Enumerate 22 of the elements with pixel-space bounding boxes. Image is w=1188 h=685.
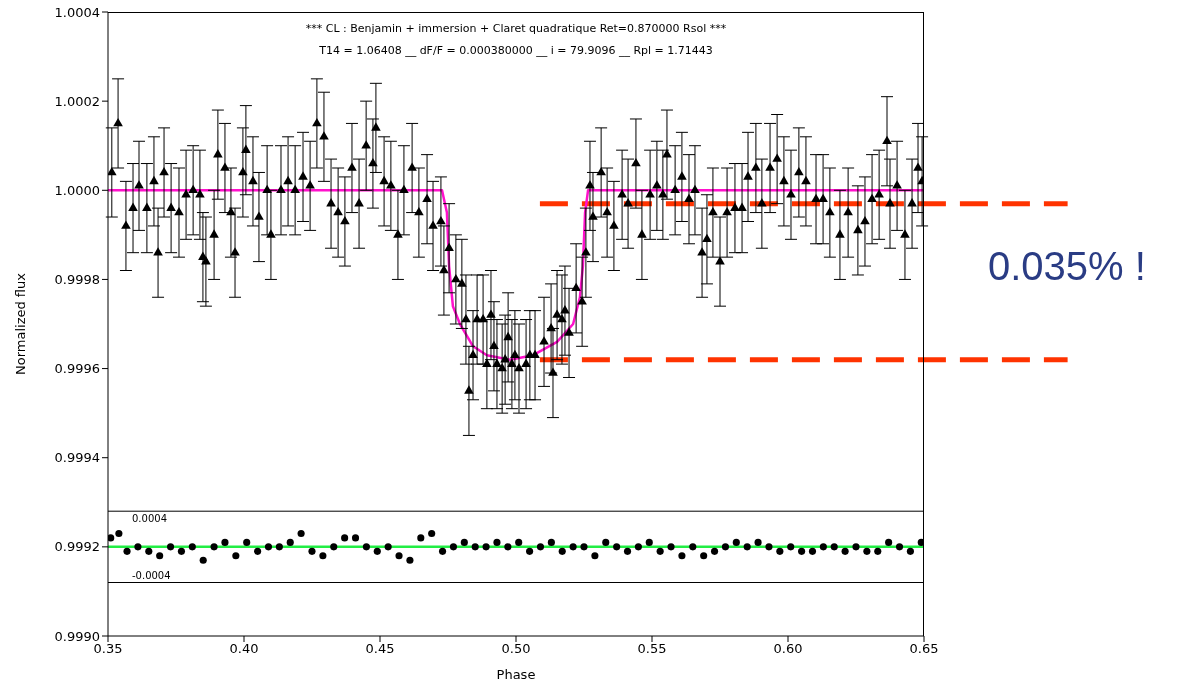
y-tick-label: 0.9992	[54, 539, 100, 555]
y-tick-label: 1.0004	[54, 4, 100, 20]
text: T14 = 1.06408 __ dF/F = 0.000380000 __ i = 79.9096 __ Rpl = 1.71443	[318, 44, 714, 57]
x-tick-label: 0.35	[93, 641, 123, 657]
y-tick-label: 0.9994	[54, 450, 100, 466]
x-tick-label: 0.50	[501, 641, 531, 657]
text: 0.035% !	[988, 244, 1146, 289]
x-tick-label: 0.45	[365, 641, 395, 657]
x-tick-label: 0.40	[229, 641, 259, 657]
x-tick-label: 0.60	[773, 641, 803, 657]
x-tick-label: 0.65	[909, 641, 939, 657]
x-axis-title: Phase	[496, 667, 536, 682]
y-axis-title: Normalized flux	[12, 272, 28, 375]
text: *** CL : Benjamin + immersion + Claret quadratique Ret=0.870000 Rsol ***	[304, 22, 728, 35]
y-tick-label: 0.9990	[54, 628, 100, 644]
y-tick-label: 0.9998	[54, 272, 100, 288]
y-tick-label: 1.0000	[54, 182, 100, 198]
ref-line-label: -0.0004	[132, 569, 171, 581]
ref-line-label: 0.0004	[132, 513, 167, 525]
y-tick-label: 0.9996	[54, 361, 100, 377]
y-tick-label: 1.0002	[54, 93, 100, 109]
x-tick-label: 0.55	[637, 641, 667, 657]
